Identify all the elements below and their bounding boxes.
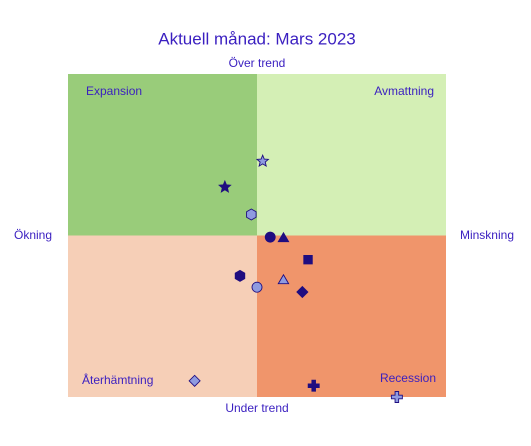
chart-title: Aktuell månad: Mars 2023 [158,29,356,48]
quadrant-label: Recession [380,371,436,385]
marker [234,269,246,282]
marker [188,374,201,387]
marker [277,273,290,285]
marker [303,255,313,265]
marker [307,379,320,392]
left-label: Ökning [14,228,52,242]
marker [264,231,276,243]
marker [390,391,403,403]
marker [255,154,270,168]
marker [277,231,290,243]
marker [246,208,257,221]
top-label: Över trend [229,56,286,70]
quadrant-label: Expansion [86,84,142,98]
quadrant-label: Avmattning [374,84,434,98]
quadrant [257,74,446,236]
quadrant-label: Återhämtning [82,372,153,387]
marker [296,285,309,299]
marker [218,179,232,193]
quadrant [68,235,257,397]
right-label: Minskning [460,228,514,242]
quadrant [257,235,446,397]
quadrant [68,74,257,236]
marker [251,281,263,293]
bottom-label: Under trend [225,401,288,415]
